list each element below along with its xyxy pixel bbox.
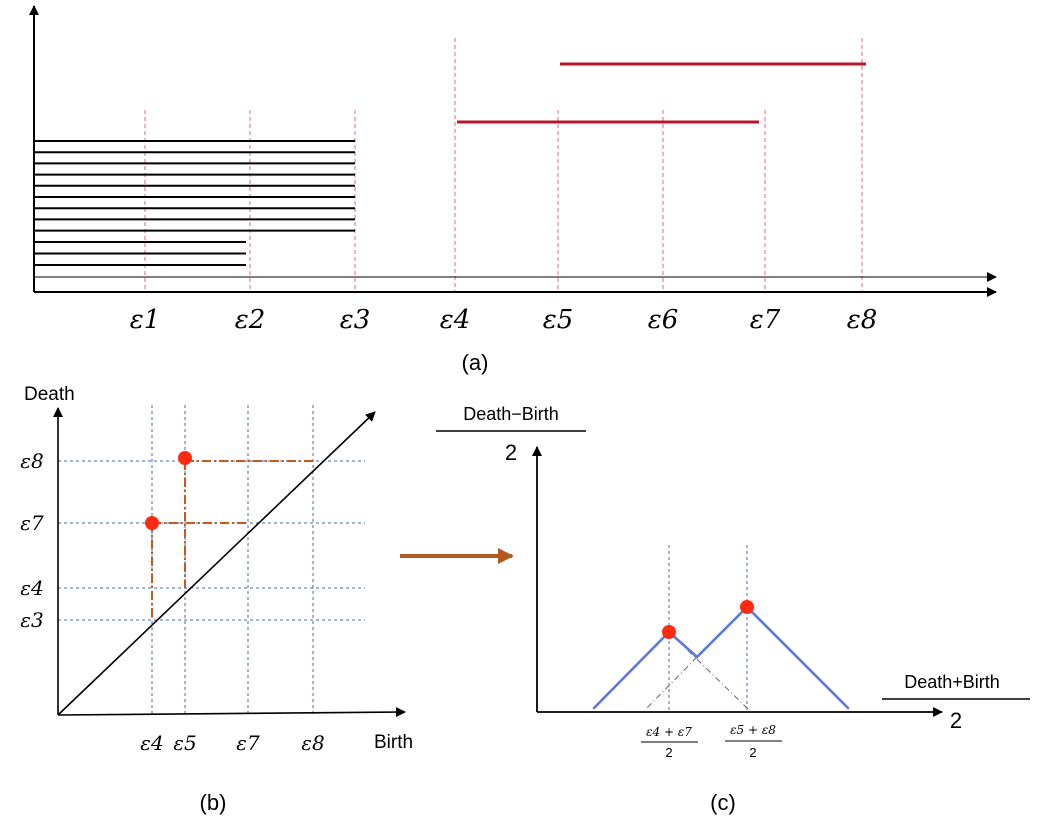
peak-1-label-numerator: ε4 + ε7	[646, 725, 692, 739]
tick-label-1: ε1	[130, 305, 161, 335]
panel-b-grid	[58, 405, 365, 715]
panel-c-guides	[668, 545, 748, 712]
panel-a-guides	[144, 38, 863, 292]
panel-c-caption: (c)	[710, 790, 736, 815]
panel-c-x-label-numerator: Death+Birth	[904, 672, 1000, 692]
tick-label-4: ε4	[440, 305, 471, 335]
landscape-rise-1	[592, 630, 671, 710]
panel-b-y-label: Death	[24, 384, 75, 405]
panel-c-landscape-lines	[592, 605, 850, 710]
panel-a-bars	[34, 62, 866, 266]
hidden-edge-2	[644, 656, 698, 711]
panel-b-diagonal	[57, 411, 376, 716]
panel-c-persistence-landscape: Death−Birth 2 Death+Birth 2	[436, 404, 1030, 815]
panel-b-caption: (b)	[200, 790, 227, 815]
landscape-peak-1	[662, 625, 676, 639]
tick-label-2: ε2	[235, 305, 266, 335]
tick-label-7: ε7	[750, 305, 781, 335]
y-tick-e8: ε8	[20, 449, 43, 473]
peak-2-label-numerator: ε5 + ε8	[730, 723, 776, 737]
diagram-point-2	[178, 451, 192, 465]
panel-c-y-label-denominator: 2	[505, 440, 517, 465]
x-tick-e5: ε5	[173, 731, 196, 755]
tick-label-5: ε5	[543, 305, 574, 335]
panel-b-x-ticks: ε4 ε5 ε7 ε8	[140, 731, 324, 755]
y-tick-e4: ε4	[20, 576, 43, 600]
panel-a-barcode: ε1 ε2 ε3 ε4 ε5 ε6 ε7 ε8 (a)	[29, 5, 997, 375]
panel-a-tick-labels: ε1 ε2 ε3 ε4 ε5 ε6 ε7 ε8	[130, 305, 878, 335]
tick-label-6: ε6	[648, 305, 679, 335]
y-tick-e3: ε3	[20, 608, 43, 632]
diagram-point-1	[145, 516, 159, 530]
x-tick-e8: ε8	[301, 731, 324, 755]
peak-1-label-denominator: 2	[665, 745, 672, 760]
tick-label-3: ε3	[340, 305, 371, 335]
panel-c-hidden-edges	[644, 631, 750, 711]
panel-b-projections	[151, 460, 313, 620]
x-tick-e7: ε7	[236, 731, 260, 755]
panel-c-x-label-denominator: 2	[950, 708, 962, 733]
panel-b-x-label: Birth	[374, 732, 413, 753]
landscape-peak-2	[740, 600, 754, 614]
panel-b-persistence-diagram: Death Birth ε4 ε5 ε7 ε8 ε8 ε7 ε4 ε3 (b)	[20, 384, 413, 815]
landscape-rise-2	[695, 605, 749, 659]
peak-2-label-denominator: 2	[749, 745, 756, 760]
y-tick-e7: ε7	[20, 511, 44, 535]
tick-label-8: ε8	[847, 305, 878, 335]
x-tick-e4: ε4	[140, 731, 163, 755]
panel-c-y-label-numerator: Death−Birth	[463, 404, 559, 424]
panel-b-y-ticks: ε8 ε7 ε4 ε3	[20, 449, 44, 632]
panel-a-caption: (a)	[462, 350, 489, 375]
panel-b-x-axis	[57, 707, 406, 718]
landscape-fall-2	[745, 605, 850, 710]
